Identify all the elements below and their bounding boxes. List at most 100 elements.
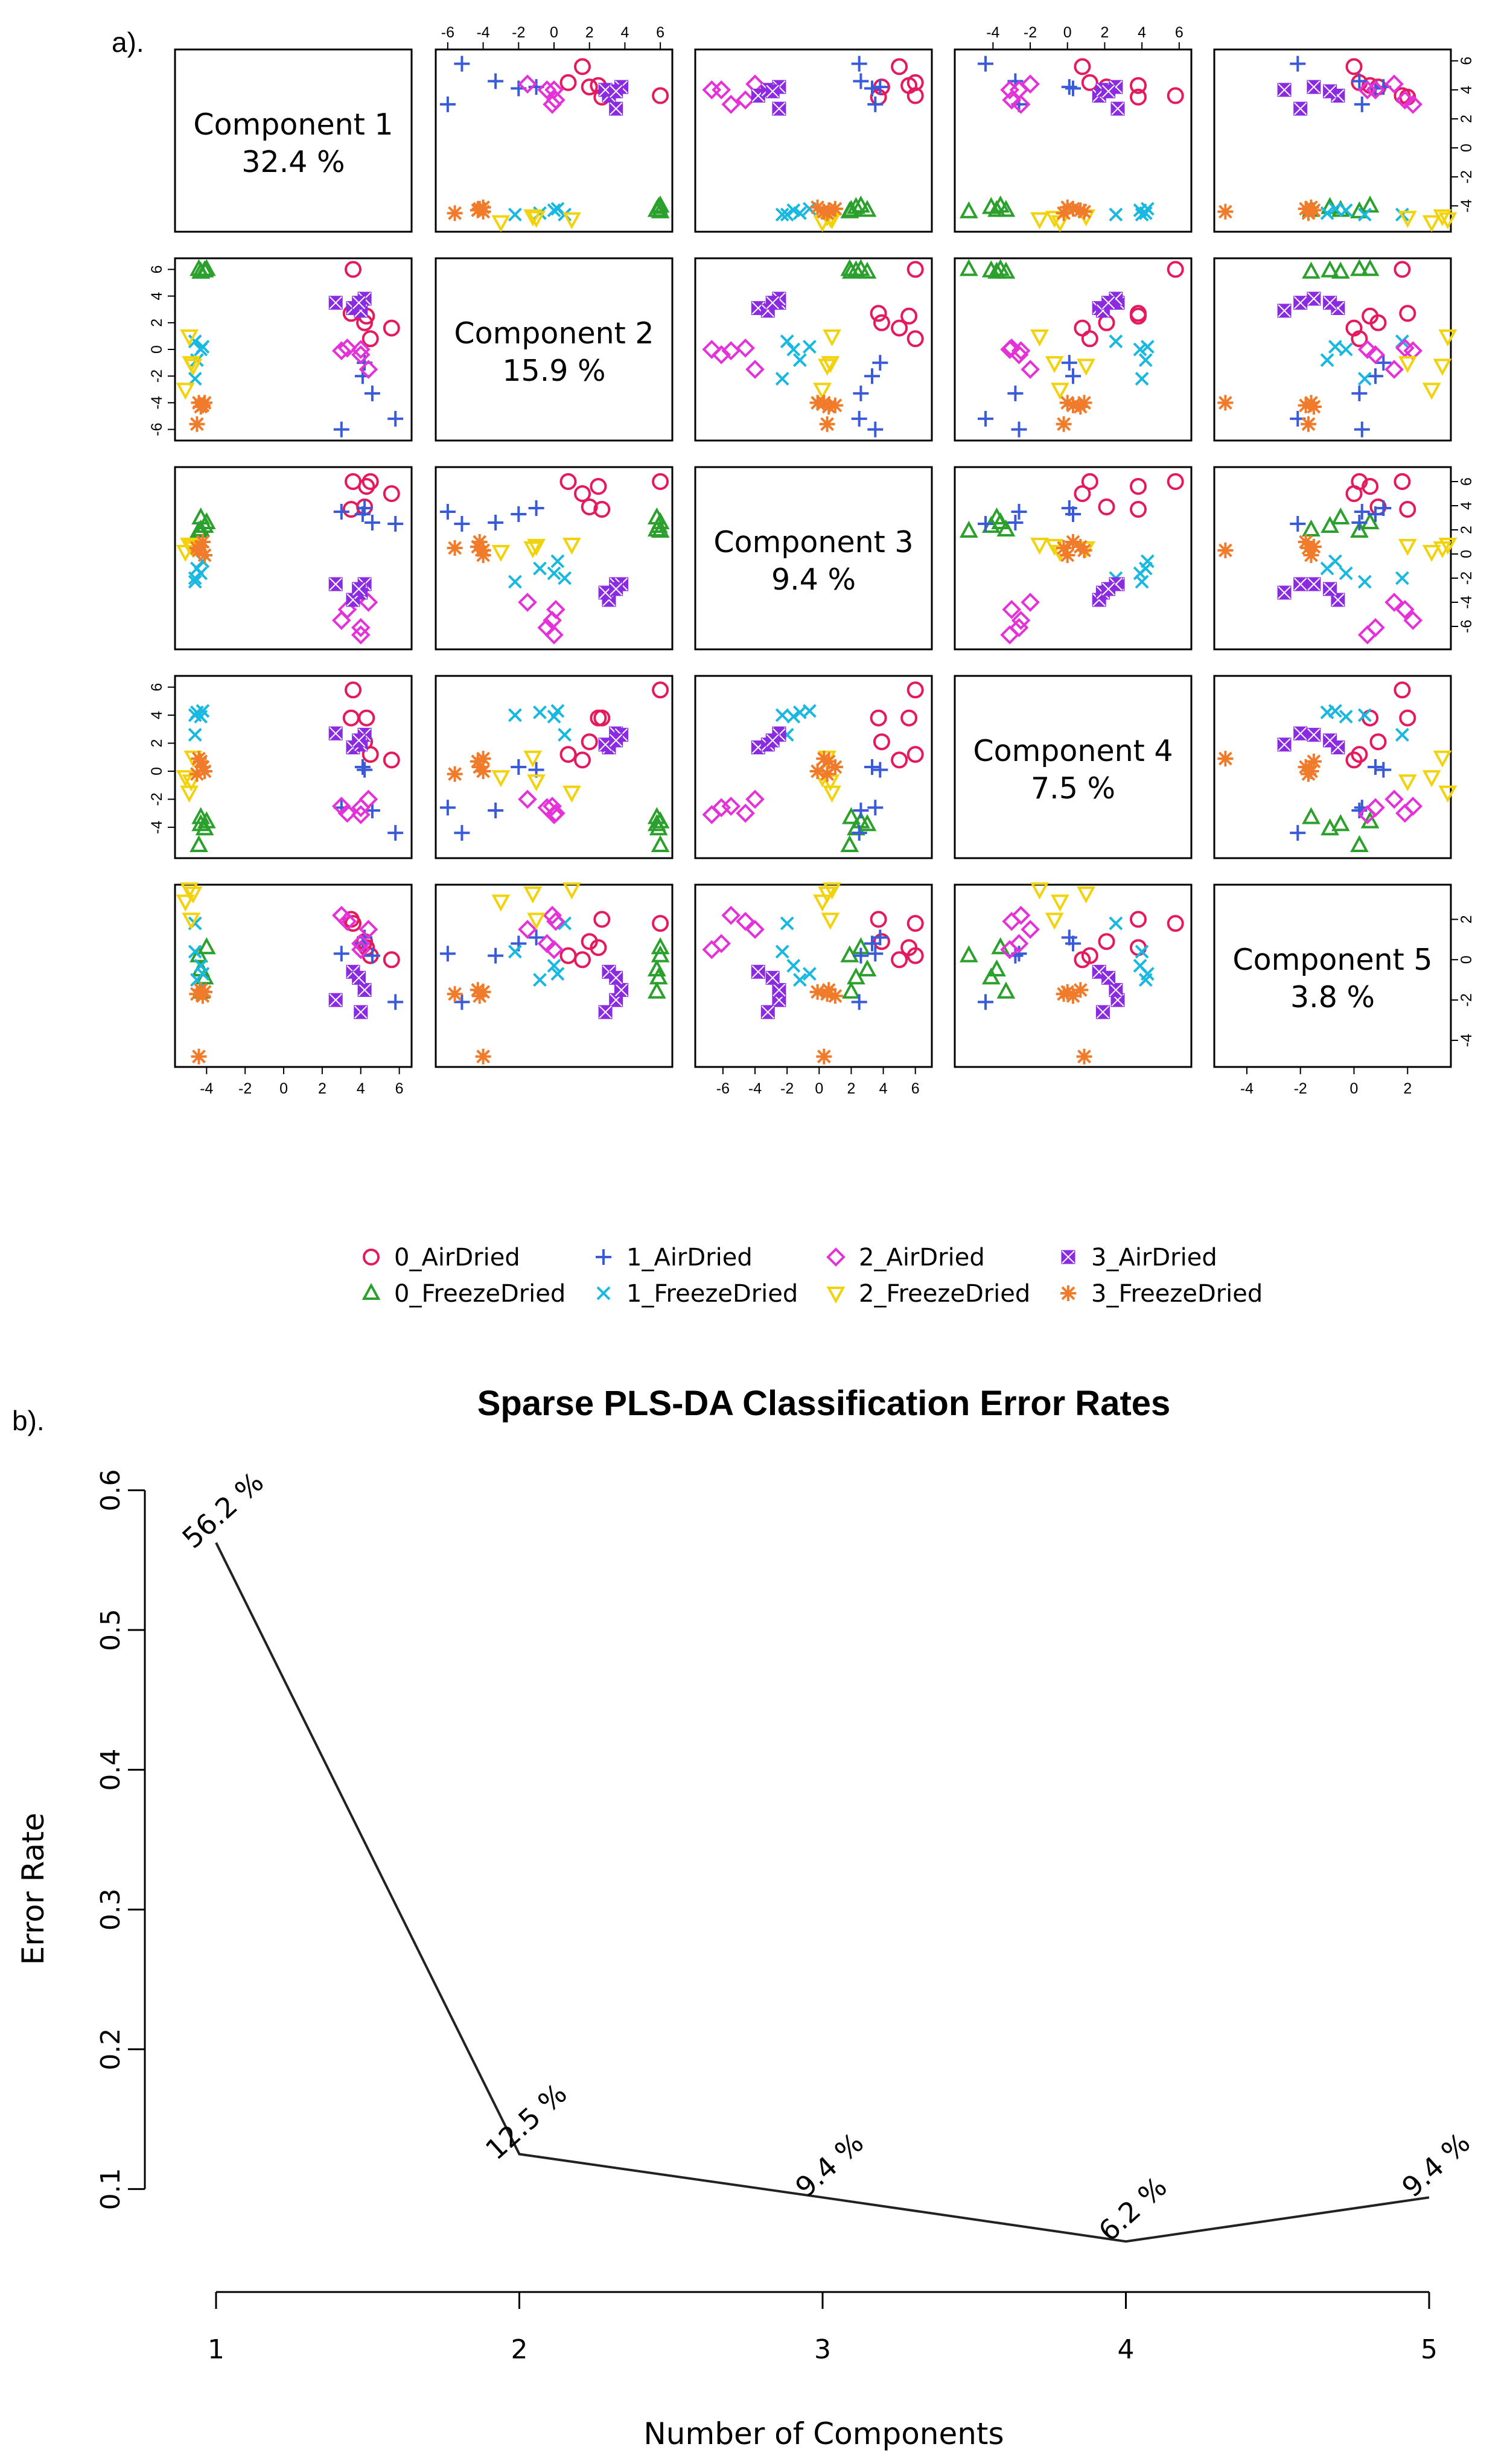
tick-label: -2 [1458, 993, 1475, 1007]
point-0_FreezeDried [1302, 808, 1320, 824]
point-0_FreezeDried [997, 982, 1015, 999]
point-2_AirDried [736, 804, 755, 823]
point-2_FreezeDried [1439, 785, 1456, 801]
panel-r5-c3 [694, 882, 933, 1068]
tick-label: -4 [476, 24, 489, 41]
point-3_AirDried [328, 726, 343, 740]
point-2_AirDried [712, 80, 731, 99]
tick-label: -2 [512, 24, 525, 41]
tick-label: 6 [148, 683, 165, 692]
point-0_AirDried [891, 751, 908, 769]
legend-marker [1059, 1284, 1077, 1302]
point-3_FreezeDried [1058, 198, 1077, 217]
y-tick-label: 0.2 [95, 2028, 126, 2071]
tick-label: 6 [656, 24, 664, 41]
point-2_FreezeDried [823, 329, 841, 345]
right-axis-row5: -4 -2 0 2 [1451, 915, 1475, 1047]
tick-label: 4 [148, 711, 165, 719]
point-3_FreezeDried [474, 762, 492, 780]
tick-label: 2 [1458, 526, 1475, 534]
panel-r3-c1 [174, 466, 413, 651]
point-0_AirDried [1345, 485, 1363, 502]
point-1_AirDried [438, 95, 457, 113]
tick-label: -4 [748, 1080, 762, 1097]
point-3_AirDried [765, 84, 780, 98]
legend-label: 0_FreezeDried [394, 1280, 565, 1308]
point-0_FreezeDried [843, 982, 860, 999]
point-0_AirDried [383, 485, 400, 502]
point-3_AirDried [352, 296, 366, 310]
point-2_AirDried [1021, 360, 1040, 379]
point-3_AirDried [609, 84, 623, 98]
point-3_FreezeDried [1075, 202, 1094, 221]
point-3_AirDried [352, 970, 366, 985]
point-0_AirDried [1399, 709, 1416, 727]
point-3_AirDried [328, 993, 343, 1007]
panel-r1-c3 [694, 48, 933, 233]
tick-label: -4 [1458, 596, 1475, 609]
point-2_AirDried [736, 91, 755, 109]
point-0_AirDried [574, 485, 591, 502]
point-3_AirDried [765, 733, 780, 748]
point-3_FreezeDried [818, 415, 836, 433]
data-label: 9.4 % [1395, 2126, 1476, 2203]
point-0_AirDried [342, 709, 360, 727]
error-rate-chart: 0.1 0.2 0.3 0.4 0.5 0.6 1 2 3 4 5 56.2 % 12.5 % 9.4 %… [95, 1466, 1476, 2365]
point-2_FreezeDried [1051, 383, 1069, 399]
point-1_AirDried [438, 503, 457, 521]
legend-marker [363, 1284, 380, 1300]
point-0_AirDried [652, 915, 669, 932]
point-3_FreezeDried [826, 396, 844, 415]
point-1_AirDried [453, 515, 471, 533]
point-2_FreezeDried [524, 887, 541, 902]
panel-r2-c3 [694, 257, 933, 442]
point-2_FreezeDried [1423, 545, 1441, 561]
point-1_AirDried [866, 798, 885, 817]
point-1_AirDried [852, 384, 870, 403]
point-2_AirDried [722, 95, 741, 113]
point-3_AirDried [1293, 296, 1308, 310]
tick-label: -4 [148, 396, 165, 409]
point-0_AirDried [873, 733, 890, 751]
point-3_FreezeDried [1054, 415, 1073, 433]
legend-label: 1_FreezeDried [626, 1280, 798, 1308]
point-1_FreezeDried [1108, 207, 1123, 222]
point-2_AirDried [736, 339, 755, 357]
tick-label: -6 [148, 422, 165, 436]
point-3_AirDried [1277, 737, 1292, 752]
panel-frame [1213, 883, 1452, 1068]
point-0_FreezeDried [652, 836, 669, 852]
point-1_FreezeDried [1328, 554, 1343, 568]
point-3_FreezeDried [1058, 982, 1077, 1001]
panel-frame [1213, 466, 1452, 651]
point-1_AirDried [527, 928, 546, 947]
point-1_AirDried [332, 503, 351, 521]
point-3_AirDried [1293, 726, 1308, 740]
panel-frame [435, 257, 674, 442]
y-axis: 0.1 0.2 0.3 0.4 0.5 0.6 [95, 1469, 146, 2210]
point-3_FreezeDried [196, 982, 214, 1001]
point-3_AirDried [609, 970, 623, 985]
point-3_AirDried [1095, 1005, 1110, 1019]
point-2_FreezeDried [1434, 358, 1451, 375]
point-0_AirDried [1081, 74, 1098, 91]
point-0_AirDried [559, 74, 577, 91]
point-3_AirDried [1277, 304, 1292, 318]
point-0_AirDried [1394, 681, 1411, 699]
y-tick-label: 0.5 [95, 1609, 126, 1651]
y-axis-title: Error Rate [16, 1813, 51, 1965]
point-3_AirDried [609, 101, 623, 116]
point-3_FreezeDried [190, 1047, 208, 1066]
point-2_AirDried [359, 790, 378, 809]
tick-label: -2 [1294, 1080, 1307, 1097]
point-3_AirDried [354, 1005, 368, 1019]
panel-frame [174, 257, 413, 442]
point-2_FreezeDried [1423, 215, 1441, 231]
panel-frame [954, 257, 1193, 442]
point-2_FreezeDried [1423, 770, 1441, 786]
point-3_AirDried [1101, 970, 1116, 985]
point-0_AirDried [906, 330, 924, 348]
point-1_FreezeDried [508, 207, 523, 222]
point-1_AirDried [1064, 367, 1082, 386]
